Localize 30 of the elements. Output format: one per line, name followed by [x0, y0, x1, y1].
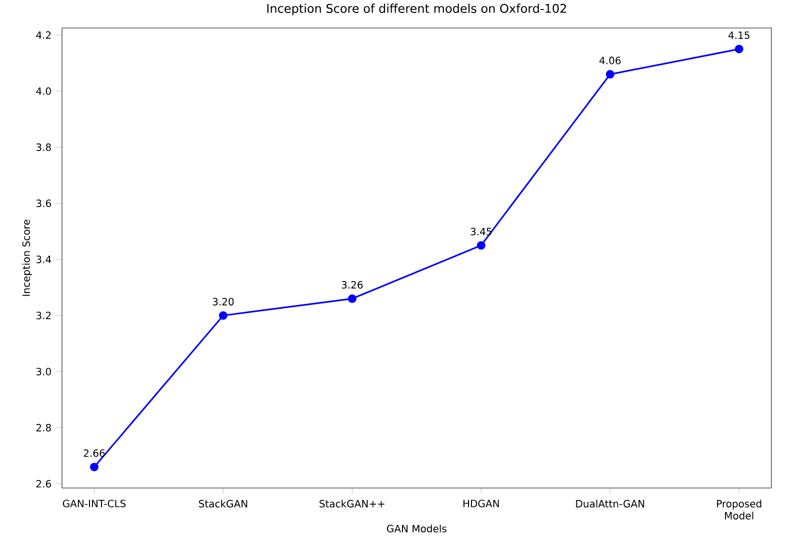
x-tick-label: Proposed Model	[717, 500, 762, 520]
x-tick-label: HDGAN	[463, 500, 499, 508]
y-tick-label: 3.4	[36, 256, 52, 264]
y-tick-label: 3.6	[36, 200, 51, 208]
x-tick-label: StackGAN++	[320, 500, 384, 508]
data-label: 3.26	[342, 281, 363, 289]
chart-title: Inception Score of different models on Oxford-102	[267, 4, 566, 16]
point	[606, 70, 614, 79]
y-tick-label: 3.8	[36, 143, 51, 151]
y-tick-label: 3.0	[36, 368, 51, 376]
x-tick-label: GAN-INT-CLS	[62, 500, 126, 508]
data-label: 4.15	[728, 32, 750, 39]
data-label: 3.20	[212, 298, 234, 306]
point	[90, 462, 99, 472]
x-axis-title: GAN Models	[386, 524, 446, 532]
x-tick-label: DualAttn-GAN	[576, 500, 644, 508]
point	[348, 294, 356, 303]
data-label: 4.06	[599, 56, 621, 64]
y-tick-label: 3.2	[36, 312, 51, 320]
y-tick-label: 4.0	[36, 87, 51, 95]
y-tick-label: 2.6	[36, 480, 51, 488]
data-label: 2.66	[84, 449, 105, 457]
y-tick-label: 2.8	[36, 424, 51, 432]
point	[476, 241, 486, 250]
x-tick-label: StackGAN	[199, 500, 248, 508]
y-tick-label: 4.2	[36, 31, 51, 39]
point	[734, 44, 744, 54]
point	[218, 311, 228, 320]
y-axis-title: Inception Score	[22, 220, 32, 296]
data-label: 3.45	[470, 228, 492, 236]
